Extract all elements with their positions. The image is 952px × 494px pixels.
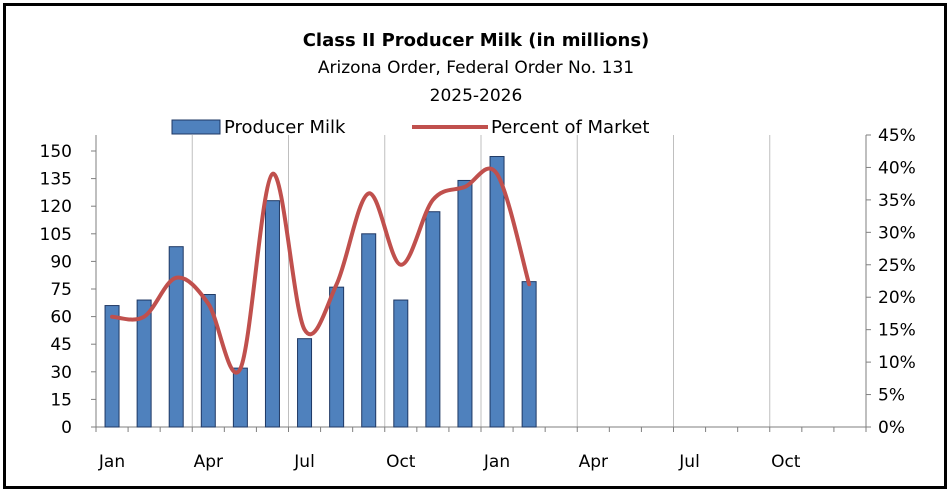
legend-producer-milk: Producer Milk bbox=[224, 117, 346, 138]
y-left-tick-label: 105 bbox=[40, 225, 72, 245]
y-right-tick-label: 30% bbox=[878, 223, 916, 243]
percent-line bbox=[110, 166, 532, 375]
y-left-tick-label: 120 bbox=[40, 197, 72, 217]
y-right-tick-label: 0% bbox=[878, 418, 905, 438]
y-left-tick-label: 90 bbox=[50, 252, 72, 272]
x-tick-label: Apr bbox=[194, 452, 223, 472]
y-left-tick-label: 15 bbox=[50, 390, 72, 410]
chart-subtitle-line-2: 2025-2026 bbox=[430, 86, 523, 106]
bars bbox=[104, 156, 537, 428]
y-right-tick-label: 40% bbox=[878, 158, 916, 178]
bar-producer-milk bbox=[393, 299, 409, 428]
bar-producer-milk bbox=[232, 367, 248, 428]
legend-bar-swatch bbox=[171, 119, 221, 135]
y-left-tick-label: 60 bbox=[50, 308, 72, 328]
bar-producer-milk bbox=[425, 211, 441, 428]
grid-lines bbox=[191, 135, 771, 427]
chart-subtitle-line-1: Arizona Order, Federal Order No. 131 bbox=[318, 58, 634, 78]
x-tick-label: Apr bbox=[579, 452, 608, 472]
bar-producer-milk bbox=[521, 281, 537, 428]
x-tick-label: Jul bbox=[678, 452, 700, 472]
y-right-tick-labels: 0% 5% 10% 15% 20% 25% 30% 35% 40% 45% bbox=[878, 126, 916, 438]
y-left-tick-label: 45 bbox=[50, 335, 72, 355]
bar-producer-milk bbox=[329, 286, 345, 428]
y-right-tick-label: 25% bbox=[878, 256, 916, 276]
bar-producer-milk bbox=[457, 179, 473, 428]
y-right-tick-label: 35% bbox=[878, 191, 916, 211]
y-left-tick-label: 0 bbox=[61, 418, 72, 438]
bar-producer-milk bbox=[200, 294, 216, 428]
x-tick-label: Oct bbox=[771, 452, 801, 472]
x-tick-label: Jan bbox=[483, 452, 510, 472]
legend-percent-of-market: Percent of Market bbox=[491, 117, 649, 138]
line-percent-of-market bbox=[110, 166, 532, 375]
bar-producer-milk bbox=[297, 338, 313, 428]
y-left-tick-label: 150 bbox=[40, 142, 72, 162]
x-tick-label: Jan bbox=[98, 452, 125, 472]
bar-producer-milk bbox=[136, 299, 152, 428]
bar-producer-milk bbox=[264, 200, 280, 428]
x-tick-labels: Jan Apr Jul Oct Jan Apr Jul Oct bbox=[98, 452, 801, 472]
y-left-tick-labels: 0 15 30 45 60 75 90 105 120 135 150 bbox=[40, 142, 72, 438]
y-right-tick-label: 45% bbox=[878, 126, 916, 146]
bar-producer-milk bbox=[104, 305, 120, 428]
bar-producer-milk bbox=[168, 246, 184, 428]
y-right-tick-label: 10% bbox=[878, 353, 916, 373]
y-left-tick-label: 75 bbox=[50, 280, 72, 300]
y-left-tick-label: 135 bbox=[40, 170, 72, 190]
bar-producer-milk bbox=[361, 233, 377, 428]
y-left-tick-label: 30 bbox=[50, 363, 72, 383]
y-right-tick-label: 5% bbox=[878, 386, 905, 406]
x-tick-label: Jul bbox=[293, 452, 315, 472]
y-right-tick-label: 20% bbox=[878, 288, 916, 308]
x-tick-label: Oct bbox=[386, 452, 416, 472]
axes bbox=[91, 134, 871, 432]
bar-producer-milk bbox=[489, 156, 505, 428]
legend: Producer Milk Percent of Market bbox=[171, 117, 649, 138]
chart-title: Class II Producer Milk (in millions) bbox=[303, 30, 650, 51]
y-right-tick-label: 15% bbox=[878, 321, 916, 341]
chart-frame bbox=[3, 3, 947, 489]
